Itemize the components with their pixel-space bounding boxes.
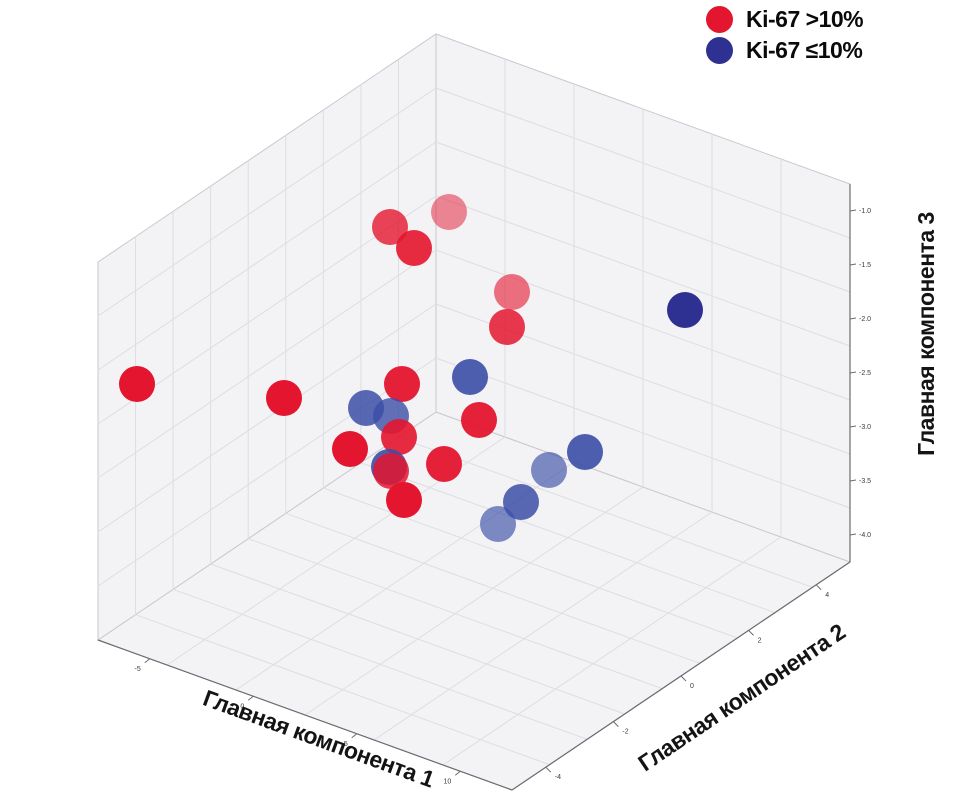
scatter-point-le10: [452, 359, 488, 395]
legend-marker-red-circle: [706, 6, 733, 33]
grid-line: [135, 614, 550, 766]
scatter-points: [119, 194, 703, 542]
scatter-point-gt10: [461, 402, 497, 438]
grid-line: [97, 357, 437, 587]
tick-mark: [545, 766, 552, 773]
grid-line: [97, 141, 437, 371]
grid-line: [435, 357, 851, 509]
grid-line: [398, 436, 813, 588]
tick-mark: [613, 721, 619, 727]
tick-mark: [680, 675, 687, 682]
scatter-point-le10: [567, 434, 603, 470]
grid-line: [442, 536, 782, 766]
scatter-point-gt10: [381, 419, 417, 455]
scatter-point-le10: [667, 292, 703, 328]
scatter-point-gt10: [266, 380, 302, 416]
scatter-point-le10: [531, 452, 567, 488]
grid-line: [304, 486, 644, 716]
legend-item-le10: Ki-67 ≤10%: [706, 37, 863, 64]
grid-line: [210, 563, 625, 715]
tick-mark: [849, 317, 857, 320]
scatter-point-gt10: [384, 366, 420, 402]
tick-label: -2.5: [859, 370, 871, 377]
tick-label: 2: [758, 637, 762, 644]
grid-line: [435, 141, 851, 293]
tick-mark: [247, 695, 254, 701]
tick-mark: [849, 533, 857, 536]
tick-label: -1.5: [859, 262, 871, 269]
grid-line: [373, 511, 713, 741]
tick-label: -3.0: [859, 424, 871, 431]
tick-mark: [849, 263, 857, 266]
scatter-point-gt10: [373, 453, 409, 489]
tick-label: -4.0: [859, 532, 871, 539]
tick-label: -1.0: [859, 208, 871, 215]
tick-label: -2.0: [859, 316, 871, 323]
grid-line: [248, 538, 663, 690]
grid-line: [97, 87, 437, 317]
legend-item-gt10: Ki-67 >10%: [706, 6, 864, 33]
grid-line: [435, 195, 851, 347]
tick-mark: [351, 733, 358, 739]
legend-label-gt10: Ki-67 >10%: [746, 6, 864, 32]
tick-label: -5: [135, 666, 141, 673]
tick-labels: -5 0 5 10 -4 -2 0 2 4 -4.0 -3.5 -3.0 -2.5 -2.0 -1.5 -1.…: [135, 208, 872, 785]
tick-mark: [849, 425, 857, 428]
grid-line: [285, 512, 700, 664]
scatter-point-gt10: [426, 446, 462, 482]
tick-mark: [748, 630, 754, 636]
tick-label: -2: [622, 729, 628, 736]
legend-marker-blue-circle: [706, 37, 733, 64]
x-axis-spine: [97, 639, 513, 791]
tick-label: 5: [344, 741, 348, 748]
scatter-point-le10: [503, 484, 539, 520]
grid-line: [97, 303, 437, 533]
tick-mark: [849, 209, 857, 212]
tick-mark: [815, 584, 822, 591]
scatter-point-gt10: [489, 309, 525, 345]
grid-line: [435, 87, 851, 239]
tick-label: -3.5: [859, 478, 871, 485]
tick-label: 0: [690, 683, 694, 690]
scatter-point-gt10: [396, 230, 432, 266]
scatter-point-gt10: [386, 482, 422, 518]
scatter-point-le10: [480, 506, 516, 542]
grid-line: [360, 462, 776, 614]
scatter-point-gt10: [431, 194, 467, 230]
tick-mark: [849, 371, 857, 374]
tick-label: -4: [555, 774, 561, 781]
tick-mark: [849, 479, 857, 482]
grid-line: [172, 588, 588, 740]
grid-line: [97, 249, 437, 479]
legend: Ki-67 >10% Ki-67 ≤10%: [706, 6, 864, 64]
tick-mark: [144, 658, 151, 664]
tick-label: 0: [240, 703, 244, 710]
scatter-point-gt10: [494, 274, 530, 310]
tick-label: 10: [443, 778, 451, 785]
z-axis-label: Главная компонента 3: [913, 212, 939, 456]
scatter-point-gt10: [332, 431, 368, 467]
tick-label: 4: [825, 592, 829, 599]
scatter-point-gt10: [119, 366, 155, 402]
tick-mark: [454, 770, 461, 776]
scatter-point-gt10: [372, 209, 408, 245]
grid-line: [435, 249, 851, 401]
legend-label-le10: Ki-67 ≤10%: [746, 37, 863, 63]
